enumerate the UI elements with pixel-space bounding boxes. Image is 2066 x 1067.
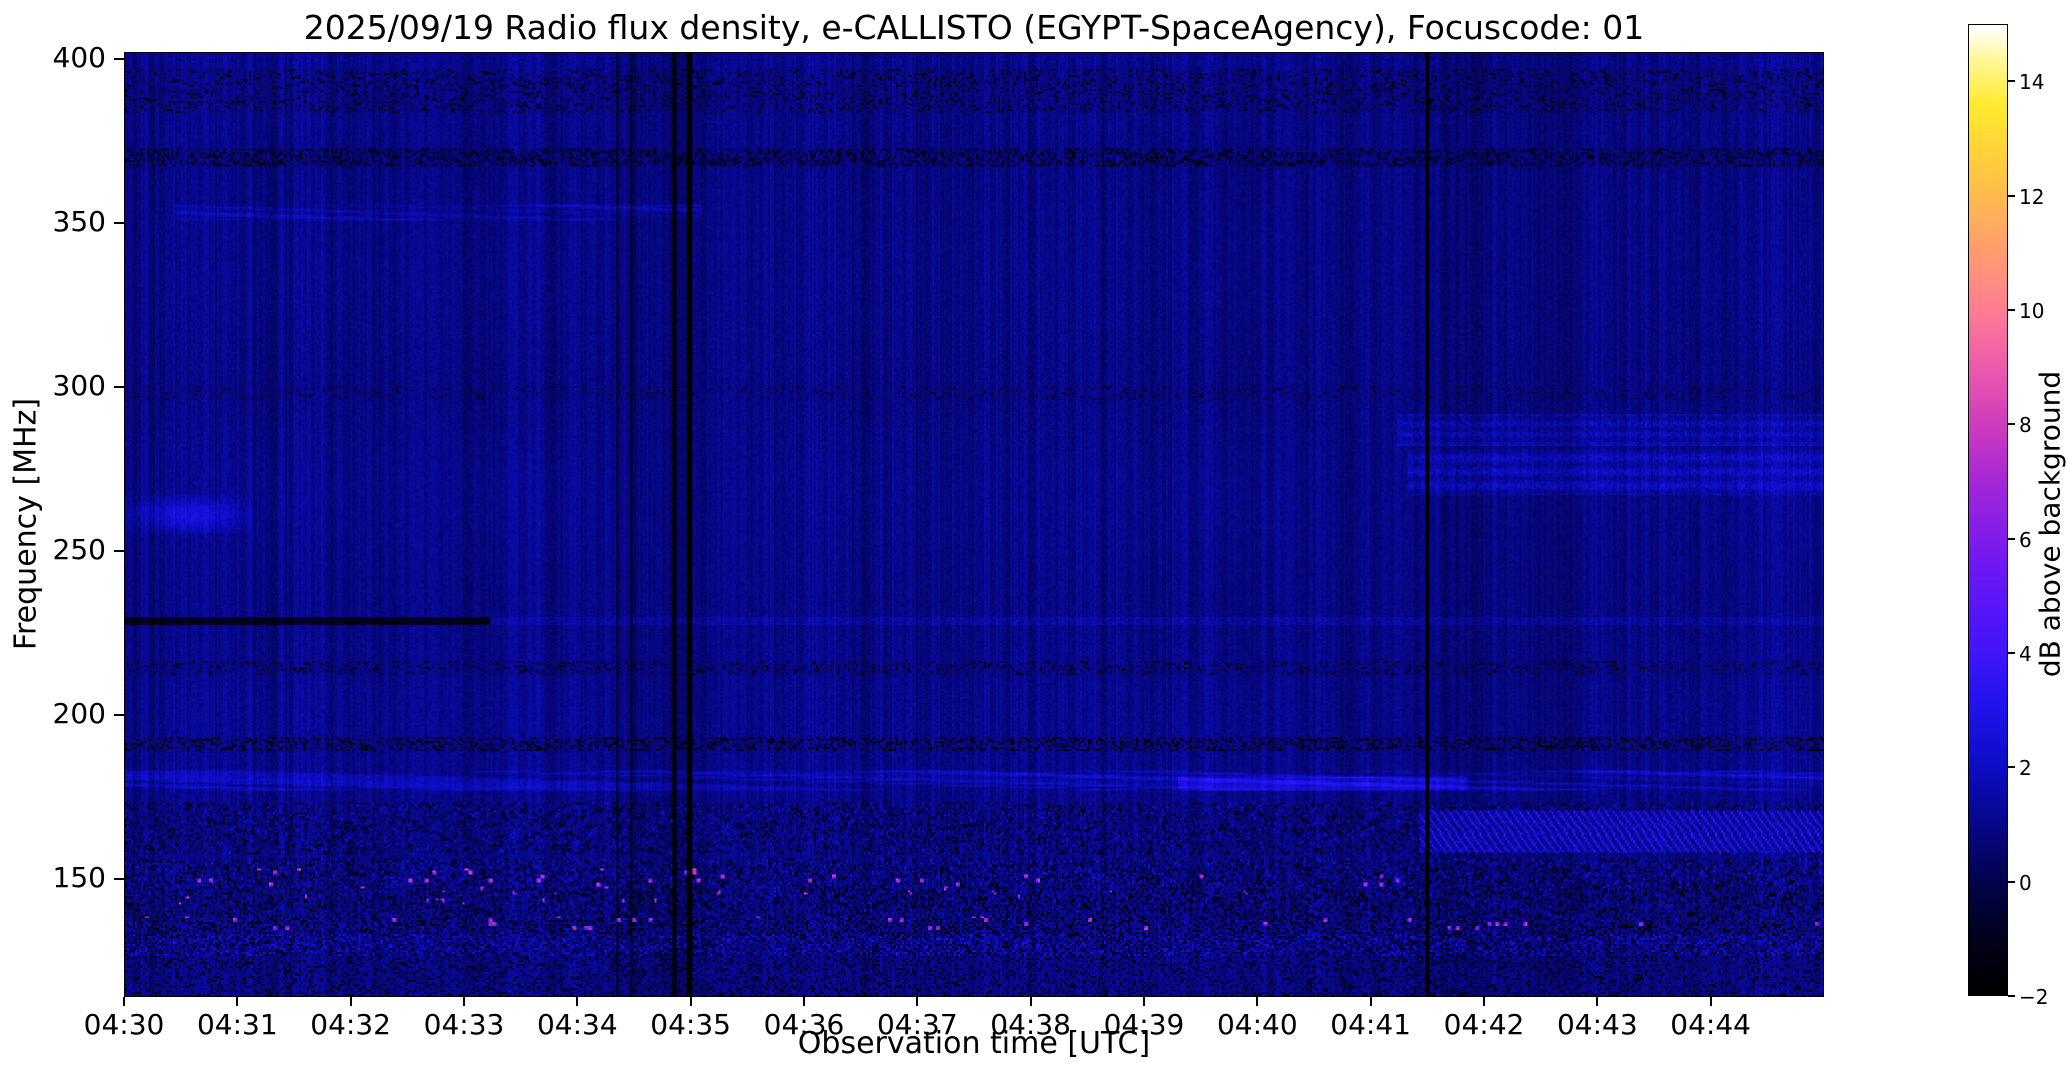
x-tick-label: 04:36 xyxy=(763,1008,845,1041)
plot-area xyxy=(124,52,1824,997)
x-tick-mark xyxy=(576,997,579,1006)
y-tick-label: 200 xyxy=(52,696,106,730)
y-tick-mark xyxy=(114,877,124,880)
x-tick-label: 04:34 xyxy=(536,1008,618,1041)
colorbar-gradient xyxy=(1969,25,2007,995)
colorbar-tick-mark xyxy=(2008,194,2015,197)
x-tick-mark xyxy=(1369,997,1372,1006)
x-tick-label: 04:32 xyxy=(310,1008,391,1041)
colorbar-tick-label: 6 xyxy=(2019,527,2032,552)
x-tick-mark xyxy=(1256,997,1259,1006)
y-tick-label: 250 xyxy=(52,532,106,566)
spectrogram-canvas xyxy=(125,53,1823,996)
y-tick-label: 300 xyxy=(52,368,106,402)
colorbar-tick-mark xyxy=(2008,766,2015,769)
y-tick-mark xyxy=(114,385,124,388)
x-axis-label: Observation time [UTC] xyxy=(797,1026,1151,1061)
colorbar-tick-mark xyxy=(2008,423,2015,426)
y-tick-mark xyxy=(114,713,124,716)
colorbar-tick-label: 4 xyxy=(2019,641,2032,666)
x-tick-mark xyxy=(123,997,125,1006)
x-tick-label: 04:38 xyxy=(990,1008,1071,1041)
colorbar-tick-label: 0 xyxy=(2019,870,2032,895)
x-tick-mark xyxy=(689,997,692,1006)
x-tick-mark xyxy=(463,997,465,1006)
colorbar-tick-label: −2 xyxy=(2019,985,2049,1009)
x-tick-label: 04:40 xyxy=(1216,1008,1298,1041)
x-tick-mark xyxy=(1143,997,1145,1006)
x-tick-mark xyxy=(236,997,239,1006)
y-tick-mark xyxy=(114,221,124,224)
x-tick-mark xyxy=(1709,997,1712,1006)
colorbar-tick-mark xyxy=(2008,651,2015,654)
x-tick-mark xyxy=(803,997,805,1006)
x-tick-label: 04:43 xyxy=(1556,1008,1638,1041)
colorbar-tick-mark xyxy=(2008,80,2015,83)
x-tick-mark xyxy=(1029,997,1032,1006)
x-tick-mark xyxy=(1596,997,1599,1006)
colorbar-label: dB above background xyxy=(2033,370,2066,678)
colorbar-tick-mark xyxy=(2008,537,2015,540)
colorbar-tick-label: 8 xyxy=(2019,413,2032,438)
y-axis-label: Frequency [MHz] xyxy=(8,397,44,651)
chart-title: 2025/09/19 Radio flux density, e-CALLIST… xyxy=(303,8,1645,47)
colorbar-tick-label: 12 xyxy=(2019,184,2045,209)
y-tick-label: 350 xyxy=(52,204,106,238)
colorbar-tick-label: 14 xyxy=(2019,70,2045,95)
x-tick-label: 04:44 xyxy=(1670,1008,1751,1041)
x-tick-label: 04:35 xyxy=(650,1008,731,1041)
x-tick-mark xyxy=(916,997,919,1006)
colorbar-tick-mark xyxy=(2008,995,2015,997)
x-tick-mark xyxy=(1483,997,1485,1006)
y-tick-label: 400 xyxy=(52,40,106,74)
y-tick-mark xyxy=(114,57,124,60)
colorbar-tick-mark xyxy=(2008,308,2015,311)
x-tick-mark xyxy=(349,997,352,1006)
x-tick-label: 04:33 xyxy=(423,1008,505,1041)
x-tick-label: 04:31 xyxy=(196,1008,278,1041)
colorbar-tick-label: 10 xyxy=(2019,298,2045,323)
x-tick-label: 04:30 xyxy=(83,1008,165,1041)
colorbar xyxy=(1968,24,2008,996)
x-tick-label: 04:39 xyxy=(1103,1008,1185,1041)
x-tick-label: 04:41 xyxy=(1330,1008,1411,1041)
x-tick-label: 04:37 xyxy=(876,1008,958,1041)
colorbar-tick-mark xyxy=(2008,880,2015,883)
y-tick-label: 150 xyxy=(52,860,106,894)
colorbar-tick-label: 2 xyxy=(2019,756,2032,781)
y-tick-mark xyxy=(114,549,124,552)
x-tick-label: 04:42 xyxy=(1443,1008,1525,1041)
